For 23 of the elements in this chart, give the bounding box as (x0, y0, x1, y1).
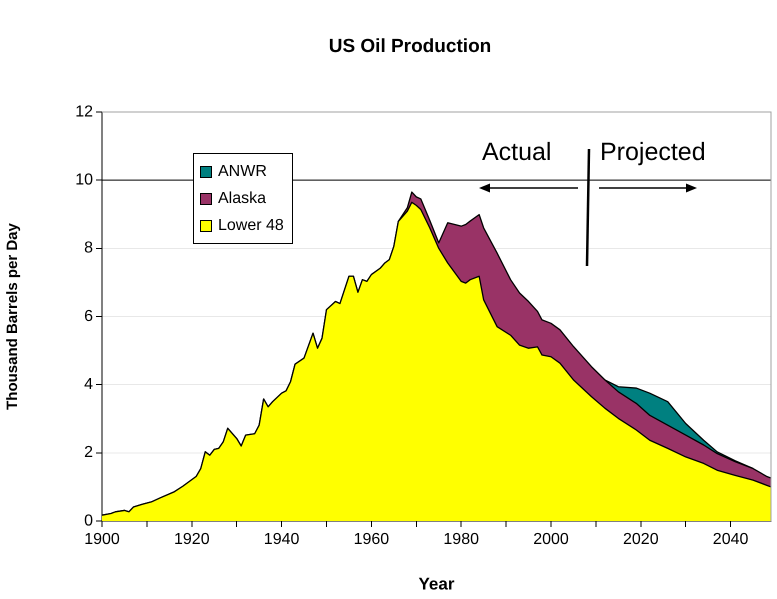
y-tick-label: 8 (84, 240, 94, 257)
x-tick-label: 1940 (264, 531, 300, 548)
x-tick-label: 1960 (354, 531, 390, 548)
annotation: Actual (482, 138, 552, 167)
legend-label: Lower 48 (218, 216, 284, 234)
x-axis-title: Year (418, 574, 455, 594)
chart-title: US Oil Production (328, 36, 492, 58)
x-tick-label: 1980 (443, 531, 480, 548)
x-tick-label: 2040 (712, 531, 748, 548)
legend-label: Alaska (218, 190, 266, 208)
y-tick-label: 10 (75, 172, 94, 189)
x-tick-label: 2000 (533, 531, 569, 548)
y-tick-label: 0 (84, 512, 94, 530)
x-tick-label: 2020 (622, 531, 659, 548)
y-axis-title: Thousand Barrels per Day (4, 222, 22, 410)
annotation: Projected (600, 138, 706, 167)
x-tick-label: 1920 (174, 531, 210, 548)
y-tick-label: 4 (84, 376, 94, 394)
legend-label: ANWR (218, 162, 267, 180)
y-tick-label: 2 (84, 444, 94, 462)
y-tick-label: 6 (84, 308, 94, 325)
x-tick-label: 1900 (84, 531, 120, 548)
y-tick-label: 12 (75, 103, 94, 120)
